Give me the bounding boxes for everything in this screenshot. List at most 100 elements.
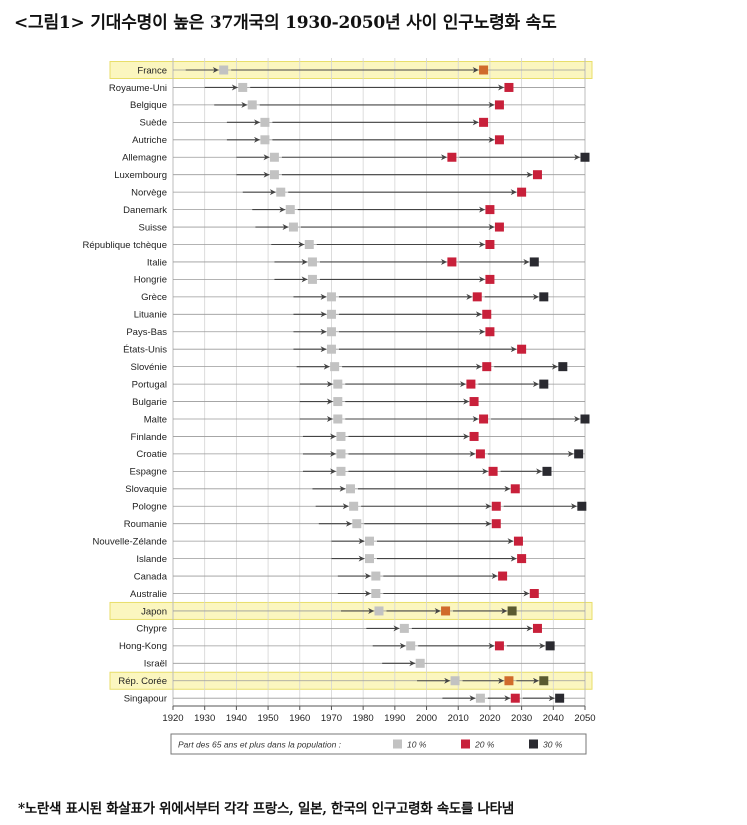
marker-p20 xyxy=(510,693,520,703)
marker-p10 xyxy=(330,362,340,372)
marker-p30 xyxy=(529,257,539,267)
country-label: États-Unis xyxy=(123,345,167,356)
marker-p10 xyxy=(364,536,374,546)
chart-row: Bulgarie xyxy=(132,397,585,408)
country-label: Autriche xyxy=(132,135,167,146)
marker-p10 xyxy=(326,327,336,337)
chart-row: Japon xyxy=(141,606,585,617)
chart-row: Slovaquie xyxy=(125,484,585,495)
legend-swatch-p30 xyxy=(529,739,538,749)
marker-p10 xyxy=(269,152,279,162)
marker-p20 xyxy=(485,240,495,249)
chart-row: Croatie xyxy=(136,449,585,460)
marker-p10 xyxy=(364,554,374,564)
x-tick-label: 2050 xyxy=(574,713,595,724)
chart-row: Pologne xyxy=(132,501,587,513)
chart-row: Norvège xyxy=(131,187,585,198)
marker-p30 xyxy=(580,152,590,162)
chart-row: Espagne xyxy=(129,467,585,478)
chart-row: Islande xyxy=(136,554,585,565)
marker-p20 xyxy=(491,501,501,511)
x-tick-label: 2040 xyxy=(543,713,564,724)
legend-title: Part des 65 ans et plus dans la populati… xyxy=(178,740,342,750)
marker-p20 xyxy=(494,222,504,232)
marker-p20 xyxy=(472,292,482,302)
marker-p30 xyxy=(507,606,517,616)
marker-p10 xyxy=(352,519,362,529)
chart-row: Suède xyxy=(140,118,585,129)
marker-p10 xyxy=(285,205,295,215)
country-label: Islande xyxy=(136,554,167,565)
legend-swatch-p10 xyxy=(393,739,402,749)
chart-row: Slovénie xyxy=(131,362,585,373)
x-tick-label: 1940 xyxy=(226,713,247,724)
x-axis: 1920 1930 1940 1950 1960 1970 1980 1990 2000 2010… xyxy=(162,705,596,724)
marker-p10 xyxy=(304,240,314,249)
marker-p20 xyxy=(482,362,492,372)
country-label: Bulgarie xyxy=(132,397,167,408)
marker-p20 xyxy=(469,397,479,407)
chart-row: Danemark xyxy=(123,205,585,216)
grid-layer xyxy=(172,58,586,706)
marker-p20 xyxy=(485,205,495,215)
marker-p20 xyxy=(532,170,542,180)
marker-p10 xyxy=(326,344,336,354)
chart-row: République tchèque xyxy=(82,240,585,251)
chart-row: États-Unis xyxy=(123,345,585,356)
x-tick-label: 1980 xyxy=(353,713,374,724)
chart-row: Portugal xyxy=(132,379,585,390)
marker-p10 xyxy=(333,379,343,389)
chart-row: Allemagne xyxy=(122,152,590,164)
marker-p20 xyxy=(441,606,451,616)
marker-p20 xyxy=(504,676,514,686)
chart: France Royaume-Uni Belgique Suède Autriche Al… xyxy=(82,58,596,755)
marker-p10 xyxy=(307,257,317,267)
x-tick-label: 2010 xyxy=(448,713,469,724)
chart-row: Pays-Bas xyxy=(126,327,585,338)
chart-row: Grèce xyxy=(141,292,585,303)
marker-p10 xyxy=(336,466,346,476)
marker-p10 xyxy=(374,606,384,616)
chart-row: Canada xyxy=(134,571,585,582)
country-label: Malte xyxy=(144,414,167,425)
marker-p10 xyxy=(247,100,257,110)
chart-row: Chypre xyxy=(136,624,585,635)
marker-p20 xyxy=(479,117,489,127)
marker-p10 xyxy=(336,431,346,441)
marker-p30 xyxy=(545,641,555,651)
chart-row: Royaume-Uni xyxy=(109,83,585,94)
country-label: Japon xyxy=(141,606,167,617)
marker-p10 xyxy=(345,484,355,494)
legend-label-p20: 20 % xyxy=(474,740,495,750)
marker-p20 xyxy=(482,309,492,319)
chart-row: France xyxy=(137,65,585,76)
x-tick-label: 1930 xyxy=(194,713,215,724)
x-tick-label: 1920 xyxy=(162,713,183,724)
marker-p10 xyxy=(349,501,359,511)
chart-row: Finlande xyxy=(131,432,585,443)
country-label: Belgique xyxy=(130,100,167,111)
marker-p20 xyxy=(504,82,514,92)
marker-p10 xyxy=(238,82,248,92)
country-label: Croatie xyxy=(136,449,167,460)
country-label: Pologne xyxy=(132,502,167,513)
marker-p20 xyxy=(469,431,479,441)
chart-row: Australie xyxy=(130,589,585,600)
country-label: Espagne xyxy=(129,467,167,478)
x-tick-label: 2030 xyxy=(511,713,532,724)
marker-p30 xyxy=(577,501,587,511)
marker-p20 xyxy=(517,187,527,197)
highlight-layer xyxy=(109,61,593,690)
country-label: Grèce xyxy=(141,292,167,303)
chart-row: Suisse xyxy=(138,222,585,233)
marker-p30 xyxy=(539,292,549,302)
country-label: Suède xyxy=(140,118,167,129)
country-label: Italie xyxy=(147,257,167,268)
marker-p30 xyxy=(542,466,552,476)
marker-p20 xyxy=(532,623,542,633)
country-label: Canada xyxy=(134,571,168,582)
marker-p20 xyxy=(498,571,508,581)
marker-p20 xyxy=(485,274,495,284)
country-label: Norvège xyxy=(131,187,167,198)
marker-p20 xyxy=(529,589,539,598)
